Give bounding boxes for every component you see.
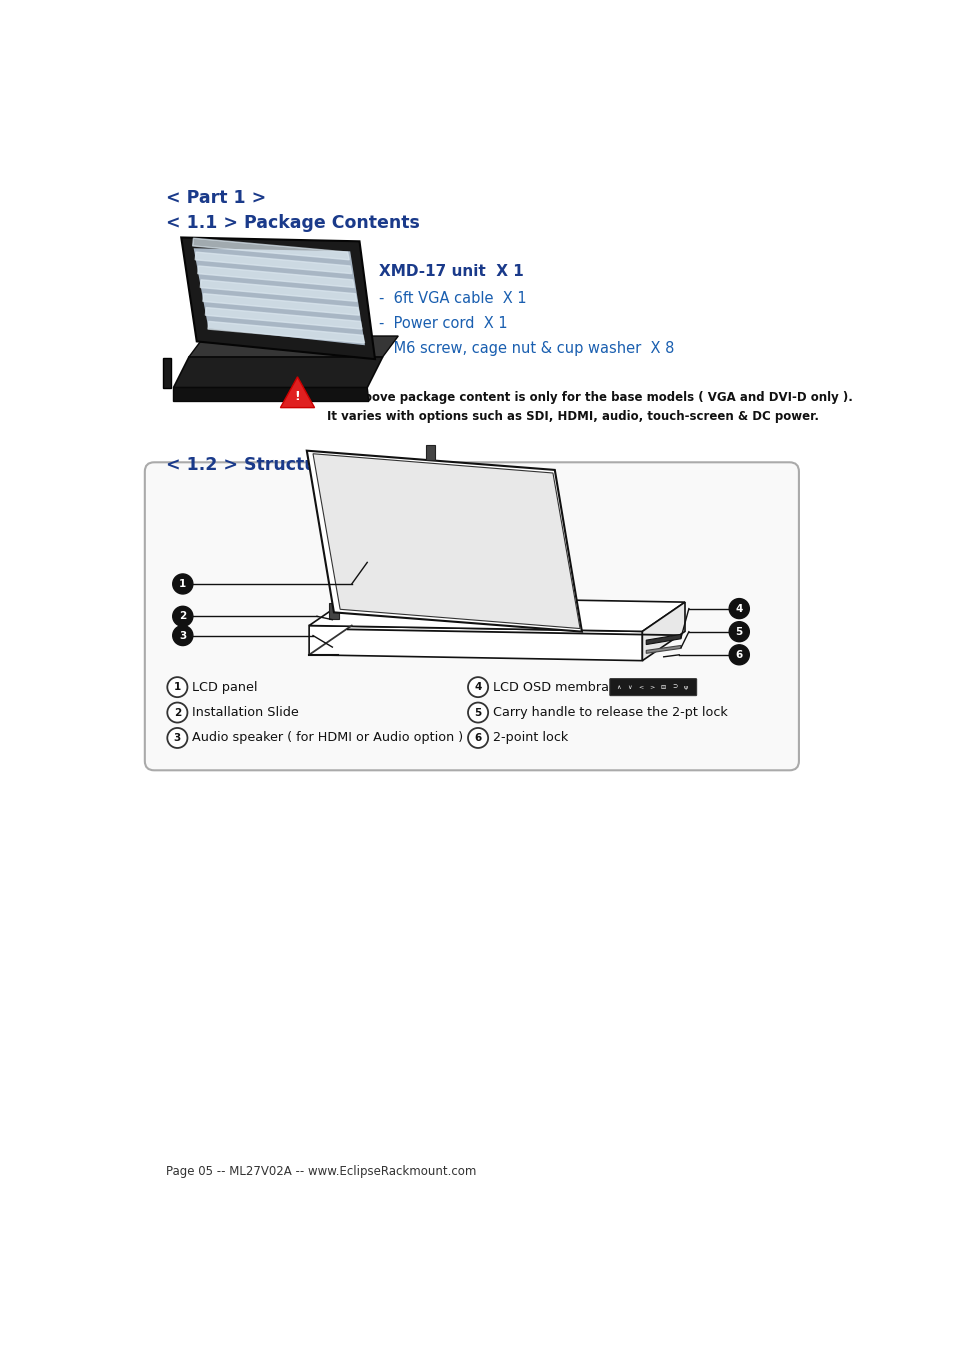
Circle shape (172, 625, 193, 645)
Text: The above package content is only for the base models ( VGA and DVI-D only ).: The above package content is only for th… (327, 390, 852, 404)
Text: 1: 1 (173, 682, 181, 693)
Polygon shape (173, 356, 382, 387)
Polygon shape (173, 387, 369, 401)
Text: 2-point lock: 2-point lock (493, 732, 567, 744)
Polygon shape (309, 625, 641, 660)
Circle shape (728, 598, 748, 618)
Text: ⊟: ⊟ (660, 684, 665, 690)
Polygon shape (193, 248, 365, 346)
Polygon shape (193, 238, 349, 259)
Circle shape (172, 574, 193, 594)
Text: 6: 6 (474, 733, 481, 743)
Text: 1: 1 (179, 579, 186, 589)
Polygon shape (181, 238, 375, 359)
Text: 5: 5 (735, 626, 742, 637)
Circle shape (172, 606, 193, 626)
Text: < Part 1 >: < Part 1 > (166, 189, 266, 207)
Circle shape (468, 678, 488, 697)
Polygon shape (307, 451, 581, 632)
FancyBboxPatch shape (145, 462, 798, 771)
Text: ∨: ∨ (627, 684, 631, 690)
Text: It varies with options such as SDI, HDMI, audio, touch-screen & DC power.: It varies with options such as SDI, HDMI… (327, 410, 818, 423)
Text: !: ! (294, 390, 300, 402)
FancyBboxPatch shape (426, 446, 435, 460)
Text: XMD-17 unit  X 1: XMD-17 unit X 1 (378, 263, 523, 278)
Circle shape (468, 728, 488, 748)
Polygon shape (189, 336, 397, 356)
Text: 2: 2 (179, 612, 186, 621)
Polygon shape (280, 377, 314, 408)
Circle shape (167, 728, 187, 748)
FancyBboxPatch shape (329, 603, 338, 618)
Text: LCD panel: LCD panel (192, 680, 257, 694)
Text: 5: 5 (474, 707, 481, 718)
Circle shape (468, 702, 488, 722)
Text: ⊃: ⊃ (671, 684, 677, 690)
FancyBboxPatch shape (163, 358, 171, 387)
Polygon shape (645, 645, 680, 653)
Text: Carry handle to release the 2-pt lock: Carry handle to release the 2-pt lock (493, 706, 727, 720)
Circle shape (167, 702, 187, 722)
Text: ∧: ∧ (616, 684, 620, 690)
Text: 6: 6 (735, 649, 742, 660)
Polygon shape (195, 252, 352, 274)
Polygon shape (197, 266, 354, 288)
Circle shape (728, 622, 748, 641)
Text: < 1.1 > Package Contents: < 1.1 > Package Contents (166, 215, 419, 232)
Polygon shape (208, 321, 364, 343)
Circle shape (167, 678, 187, 697)
Text: <: < (638, 684, 642, 690)
Text: Page 05 -- ML27V02A -- www.EclipseRackmount.com: Page 05 -- ML27V02A -- www.EclipseRackmo… (166, 1165, 476, 1179)
Text: 3: 3 (173, 733, 181, 743)
Text: ψ: ψ (683, 684, 687, 690)
Text: LCD OSD membrane: LCD OSD membrane (493, 680, 624, 694)
Text: Audio speaker ( for HDMI or Audio option ): Audio speaker ( for HDMI or Audio option… (192, 732, 463, 744)
Polygon shape (309, 597, 684, 632)
Circle shape (728, 645, 748, 664)
Polygon shape (205, 308, 361, 329)
Text: Installation Slide: Installation Slide (192, 706, 298, 720)
Text: -  Power cord  X 1: - Power cord X 1 (378, 316, 507, 331)
Text: >: > (649, 684, 654, 690)
Polygon shape (645, 634, 680, 644)
FancyBboxPatch shape (609, 679, 696, 695)
Polygon shape (313, 454, 579, 629)
Text: < 1.2 > Structure Diagram: < 1.2 > Structure Diagram (166, 456, 425, 474)
Polygon shape (200, 279, 356, 301)
Text: 3: 3 (179, 630, 186, 640)
Text: 4: 4 (474, 682, 481, 693)
Text: 4: 4 (735, 603, 742, 614)
Text: -  6ft VGA cable  X 1: - 6ft VGA cable X 1 (378, 290, 526, 305)
Polygon shape (641, 602, 684, 660)
Text: -  M6 screw, cage nut & cup washer  X 8: - M6 screw, cage nut & cup washer X 8 (378, 342, 674, 356)
Text: 2: 2 (173, 707, 181, 718)
Polygon shape (203, 294, 359, 316)
